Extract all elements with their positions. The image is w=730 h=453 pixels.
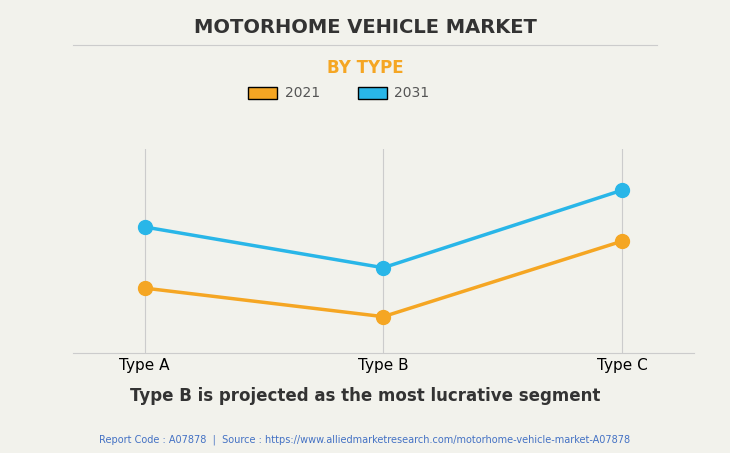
Text: BY TYPE: BY TYPE: [327, 59, 403, 77]
Line: 2021: 2021: [138, 234, 629, 323]
2031: [379, 265, 388, 270]
2021: [140, 285, 149, 291]
Text: 2031: 2031: [394, 86, 429, 100]
Line: 2031: 2031: [138, 183, 629, 275]
2031: [140, 224, 149, 230]
2021: [379, 314, 388, 319]
2021: [618, 238, 626, 244]
2031: [618, 188, 626, 193]
Text: MOTORHOME VEHICLE MARKET: MOTORHOME VEHICLE MARKET: [193, 18, 537, 37]
Text: 2021: 2021: [285, 86, 320, 100]
Text: Type B is projected as the most lucrative segment: Type B is projected as the most lucrativ…: [130, 387, 600, 405]
Text: Report Code : A07878  |  Source : https://www.alliedmarketresearch.com/motorhome: Report Code : A07878 | Source : https://…: [99, 435, 631, 445]
